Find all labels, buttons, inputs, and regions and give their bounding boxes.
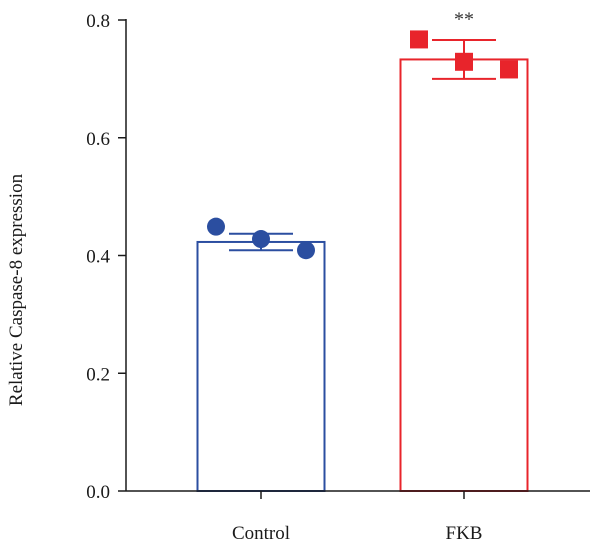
y-tick-label: 0.4 bbox=[86, 247, 110, 268]
x-tick-label-fkb: FKB bbox=[446, 523, 483, 544]
data-point-control bbox=[252, 230, 270, 249]
y-axis-label: Relative Caspase-8 expression bbox=[6, 173, 27, 406]
plot-area: Control FKB ** 0.0 0.2 0.4 0.6 0.8 bbox=[86, 8, 590, 544]
x-tick-label-control: Control bbox=[232, 523, 290, 544]
y-tick-label: 0.8 bbox=[86, 11, 110, 32]
y-tick-label: 0.0 bbox=[86, 482, 110, 503]
data-point-fkb bbox=[410, 30, 428, 49]
data-point-fkb bbox=[455, 52, 473, 71]
data-point-control bbox=[207, 217, 225, 236]
y-tick-label: 0.6 bbox=[86, 129, 110, 150]
y-tick-label: 0.2 bbox=[86, 364, 110, 385]
data-point-fkb bbox=[500, 60, 518, 79]
data-point-control bbox=[297, 241, 315, 260]
bar-control bbox=[196, 240, 326, 492]
bar-fkb bbox=[399, 58, 529, 492]
significance-label: ** bbox=[454, 8, 474, 30]
